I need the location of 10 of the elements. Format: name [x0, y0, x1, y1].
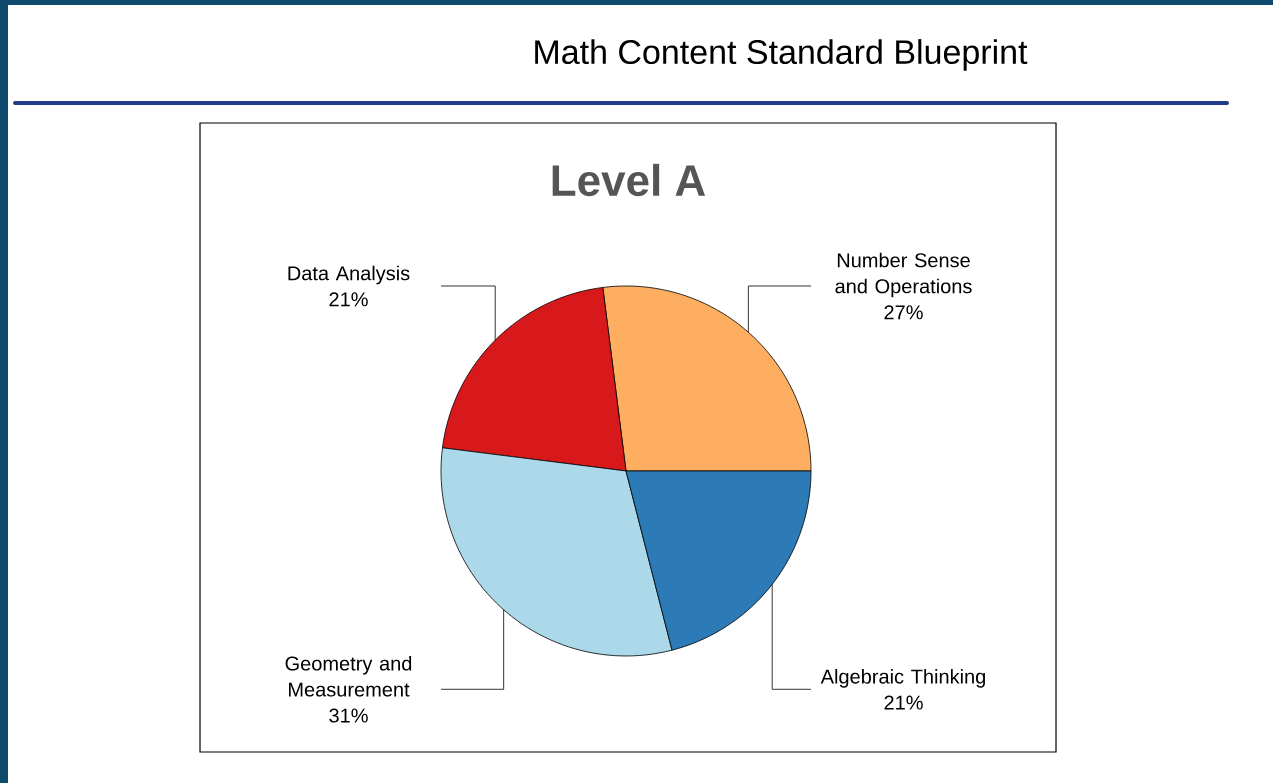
slice-label: Algebraic Thinking — [820, 668, 985, 688]
data-label: 27% — [884, 305, 923, 320]
chart-title: Math Content Standard Blueprint — [535, 39, 1028, 71]
slice-label: Data Analysis — [288, 265, 410, 285]
chart-subtitle: Level A — [552, 163, 706, 197]
slice-label: Geometry and Measurement — [285, 655, 412, 697]
data-label: 21% — [329, 292, 368, 307]
data-label: 31% — [329, 708, 368, 723]
slice-label: Number Sense and Operations — [835, 252, 972, 298]
data-label: 21% — [884, 695, 923, 710]
